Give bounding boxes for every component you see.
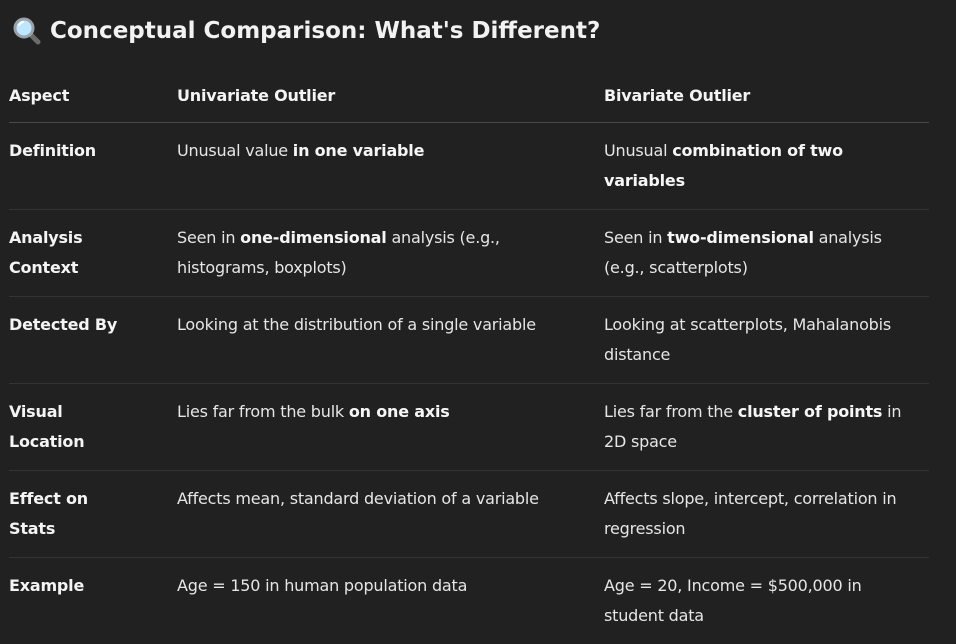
bivariate-cell: Looking at scatterplots, Mahalanobis dis… <box>604 297 929 384</box>
section-heading: Conceptual Comparison: What's Different? <box>12 14 600 48</box>
comparison-table: Aspect Univariate Outlier Bivariate Outl… <box>9 68 929 644</box>
table-row: Visual Location Lies far from the bulk o… <box>9 384 929 471</box>
content-area: Conceptual Comparison: What's Different?… <box>0 0 956 619</box>
univariate-cell: Looking at the distribution of a single … <box>177 297 604 384</box>
bivariate-cell: Age = 20, Income = $500,000 in student d… <box>604 558 929 644</box>
table-row: Detected By Looking at the distribution … <box>9 297 929 384</box>
table-row: Example Age = 150 in human population da… <box>9 558 929 644</box>
section-title: Conceptual Comparison: What's Different? <box>50 18 600 44</box>
row-aspect: Analysis Context <box>9 210 177 297</box>
univariate-cell: Seen in one-dimensional analysis (e.g., … <box>177 210 604 297</box>
header-univariate: Univariate Outlier <box>177 68 604 123</box>
table-row: Effect on Stats Affects mean, standard d… <box>9 471 929 558</box>
bivariate-cell: Unusual combination of two variables <box>604 123 929 210</box>
magnifying-glass-icon <box>12 16 42 46</box>
table-row: Definition Unusual value in one variable… <box>9 123 929 210</box>
bivariate-cell: Seen in two-dimensional analysis (e.g., … <box>604 210 929 297</box>
table-row: Analysis Context Seen in one-dimensional… <box>9 210 929 297</box>
row-aspect: Visual Location <box>9 384 177 471</box>
bivariate-cell: Lies far from the cluster of points in 2… <box>604 384 929 471</box>
univariate-cell: Unusual value in one variable <box>177 123 604 210</box>
row-aspect: Example <box>9 558 177 644</box>
row-aspect: Definition <box>9 123 177 210</box>
table-header-row: Aspect Univariate Outlier Bivariate Outl… <box>9 68 929 123</box>
row-aspect: Effect on Stats <box>9 471 177 558</box>
header-aspect: Aspect <box>9 68 177 123</box>
univariate-cell: Affects mean, standard deviation of a va… <box>177 471 604 558</box>
header-bivariate: Bivariate Outlier <box>604 68 929 123</box>
univariate-cell: Lies far from the bulk on one axis <box>177 384 604 471</box>
univariate-cell: Age = 150 in human population data <box>177 558 604 644</box>
bivariate-cell: Affects slope, intercept, correlation in… <box>604 471 929 558</box>
row-aspect: Detected By <box>9 297 177 384</box>
